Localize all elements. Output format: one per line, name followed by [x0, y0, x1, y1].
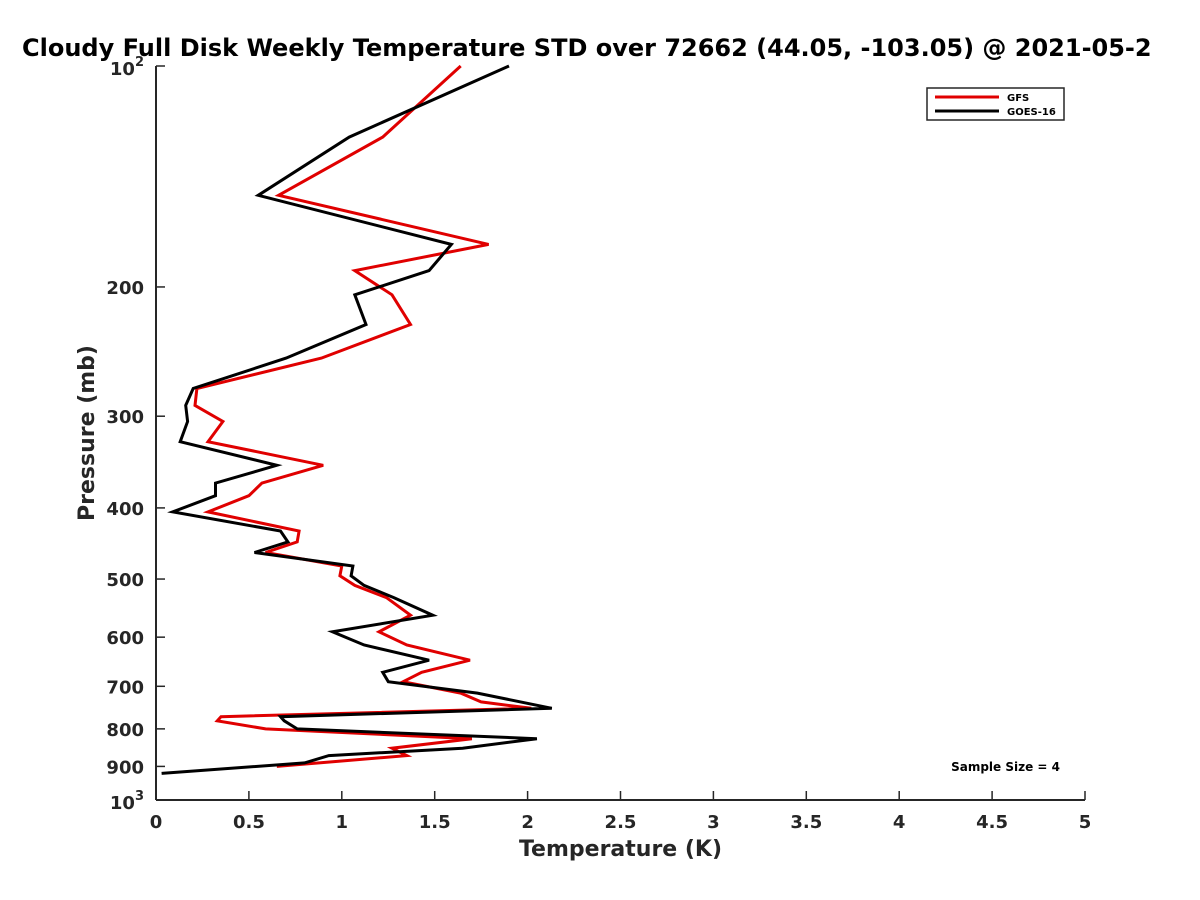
y-tick-label: 102	[110, 55, 144, 80]
x-axis: 0 0.5 1 1.5 2 2.5 3 3.5 4 4.5 5	[150, 791, 1092, 833]
y-tick-label: 900	[106, 757, 144, 778]
x-axis-label: Temperature (K)	[519, 837, 722, 862]
legend-label: GOES-16	[1007, 107, 1056, 118]
y-tick-label: 200	[106, 278, 144, 299]
x-tick-label: 4	[893, 812, 906, 833]
y-tick-label: 400	[106, 499, 144, 520]
y-tick-label: 600	[106, 628, 144, 649]
y-tick-label: 103	[110, 789, 144, 814]
legend-box	[926, 87, 1065, 121]
y-tick-label: 300	[106, 407, 144, 428]
legend: GFS GOES-16	[926, 87, 1065, 121]
x-tick-label: 3	[707, 812, 720, 833]
x-tick-label: 1	[336, 812, 349, 833]
y-tick-label: 800	[106, 720, 144, 741]
y-tick-label: 700	[106, 677, 144, 698]
x-tick-label: 2	[521, 812, 534, 833]
series-line-goes-16	[161, 64, 553, 775]
x-tick-label: 5	[1079, 812, 1092, 833]
y-tick-label: 500	[106, 570, 144, 591]
sample-size-annotation: Sample Size = 4	[951, 760, 1060, 774]
chart-title: Cloudy Full Disk Weekly Temperature STD …	[22, 34, 1152, 62]
y-tick-base: 10	[110, 59, 135, 80]
x-tick-label: 4.5	[976, 812, 1008, 833]
series-group	[161, 64, 553, 775]
y-tick-base: 10	[110, 793, 135, 814]
x-tick-label: 0.5	[233, 812, 265, 833]
legend-label: GFS	[1007, 93, 1029, 104]
y-axis-label: Pressure (mb)	[75, 345, 100, 521]
x-tick-label: 3.5	[790, 812, 822, 833]
y-tick-exponent: 3	[135, 789, 144, 804]
x-tick-label: 1.5	[419, 812, 451, 833]
x-tick-label: 0	[150, 812, 163, 833]
series-line-gfs	[193, 64, 532, 768]
x-tick-label: 2.5	[605, 812, 637, 833]
y-tick-exponent: 2	[135, 55, 144, 70]
